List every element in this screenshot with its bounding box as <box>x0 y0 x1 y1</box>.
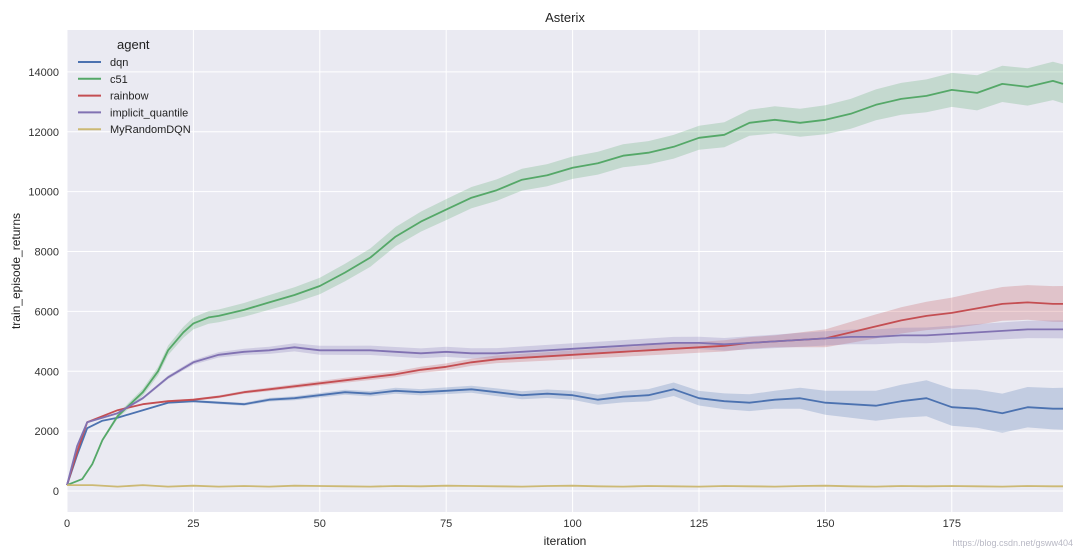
c51-band <box>67 61 1063 486</box>
y-axis-label: train_episode_returns <box>9 213 23 329</box>
watermark-text: https://blog.csdn.net/gsww404 <box>952 538 1073 548</box>
x-tick-label: 125 <box>690 518 708 530</box>
implicit-quantile-band <box>67 320 1063 486</box>
y-tick-label: 14000 <box>28 67 59 79</box>
x-tick-label: 25 <box>187 518 199 530</box>
legend-label-rainbow: rainbow <box>110 91 149 103</box>
y-tick-label: 4000 <box>35 366 59 378</box>
x-tick-label: 50 <box>314 518 326 530</box>
legend-label-myrandomdqn: MyRandomDQN <box>110 124 191 136</box>
series-lines <box>66 80 1064 488</box>
grid <box>66 30 1063 512</box>
x-tick-labels: 0 25 50 75 100 125 150 175 <box>64 518 961 530</box>
x-tick-label: 150 <box>816 518 834 530</box>
legend-title: agent <box>117 37 150 52</box>
rainbow-band <box>67 285 1063 486</box>
dqn-line <box>66 388 1063 486</box>
y-tick-label: 12000 <box>28 127 59 139</box>
chart-title: Asterix <box>545 10 585 25</box>
legend-label-dqn: dqn <box>110 57 128 69</box>
dqn-band <box>67 380 1063 486</box>
myrandomdqn-line <box>67 484 1063 488</box>
x-tick-label: 175 <box>943 518 961 530</box>
confidence-bands <box>67 61 1063 486</box>
x-tick-label: 75 <box>440 518 452 530</box>
x-tick-label: 100 <box>563 518 581 530</box>
y-tick-label: 2000 <box>35 426 59 438</box>
y-tick-label: 10000 <box>28 187 59 199</box>
c51-line <box>66 80 1064 486</box>
x-tick-label: 0 <box>64 518 70 530</box>
implicit-quantile-line <box>66 328 1063 486</box>
y-tick-label: 6000 <box>35 306 59 318</box>
rainbow-line <box>66 301 1063 486</box>
legend: agent dqn c51 rainbow implicit_quantile MyRa… <box>78 37 191 136</box>
y-tick-label: 0 <box>53 486 59 498</box>
y-tick-label: 8000 <box>35 247 59 259</box>
x-axis-label: iteration <box>544 534 587 548</box>
y-tick-labels: 0 2000 4000 6000 8000 10000 12000 14000 <box>28 67 59 498</box>
legend-label-implicit-quantile: implicit_quantile <box>110 107 188 119</box>
legend-label-c51: c51 <box>110 74 128 86</box>
